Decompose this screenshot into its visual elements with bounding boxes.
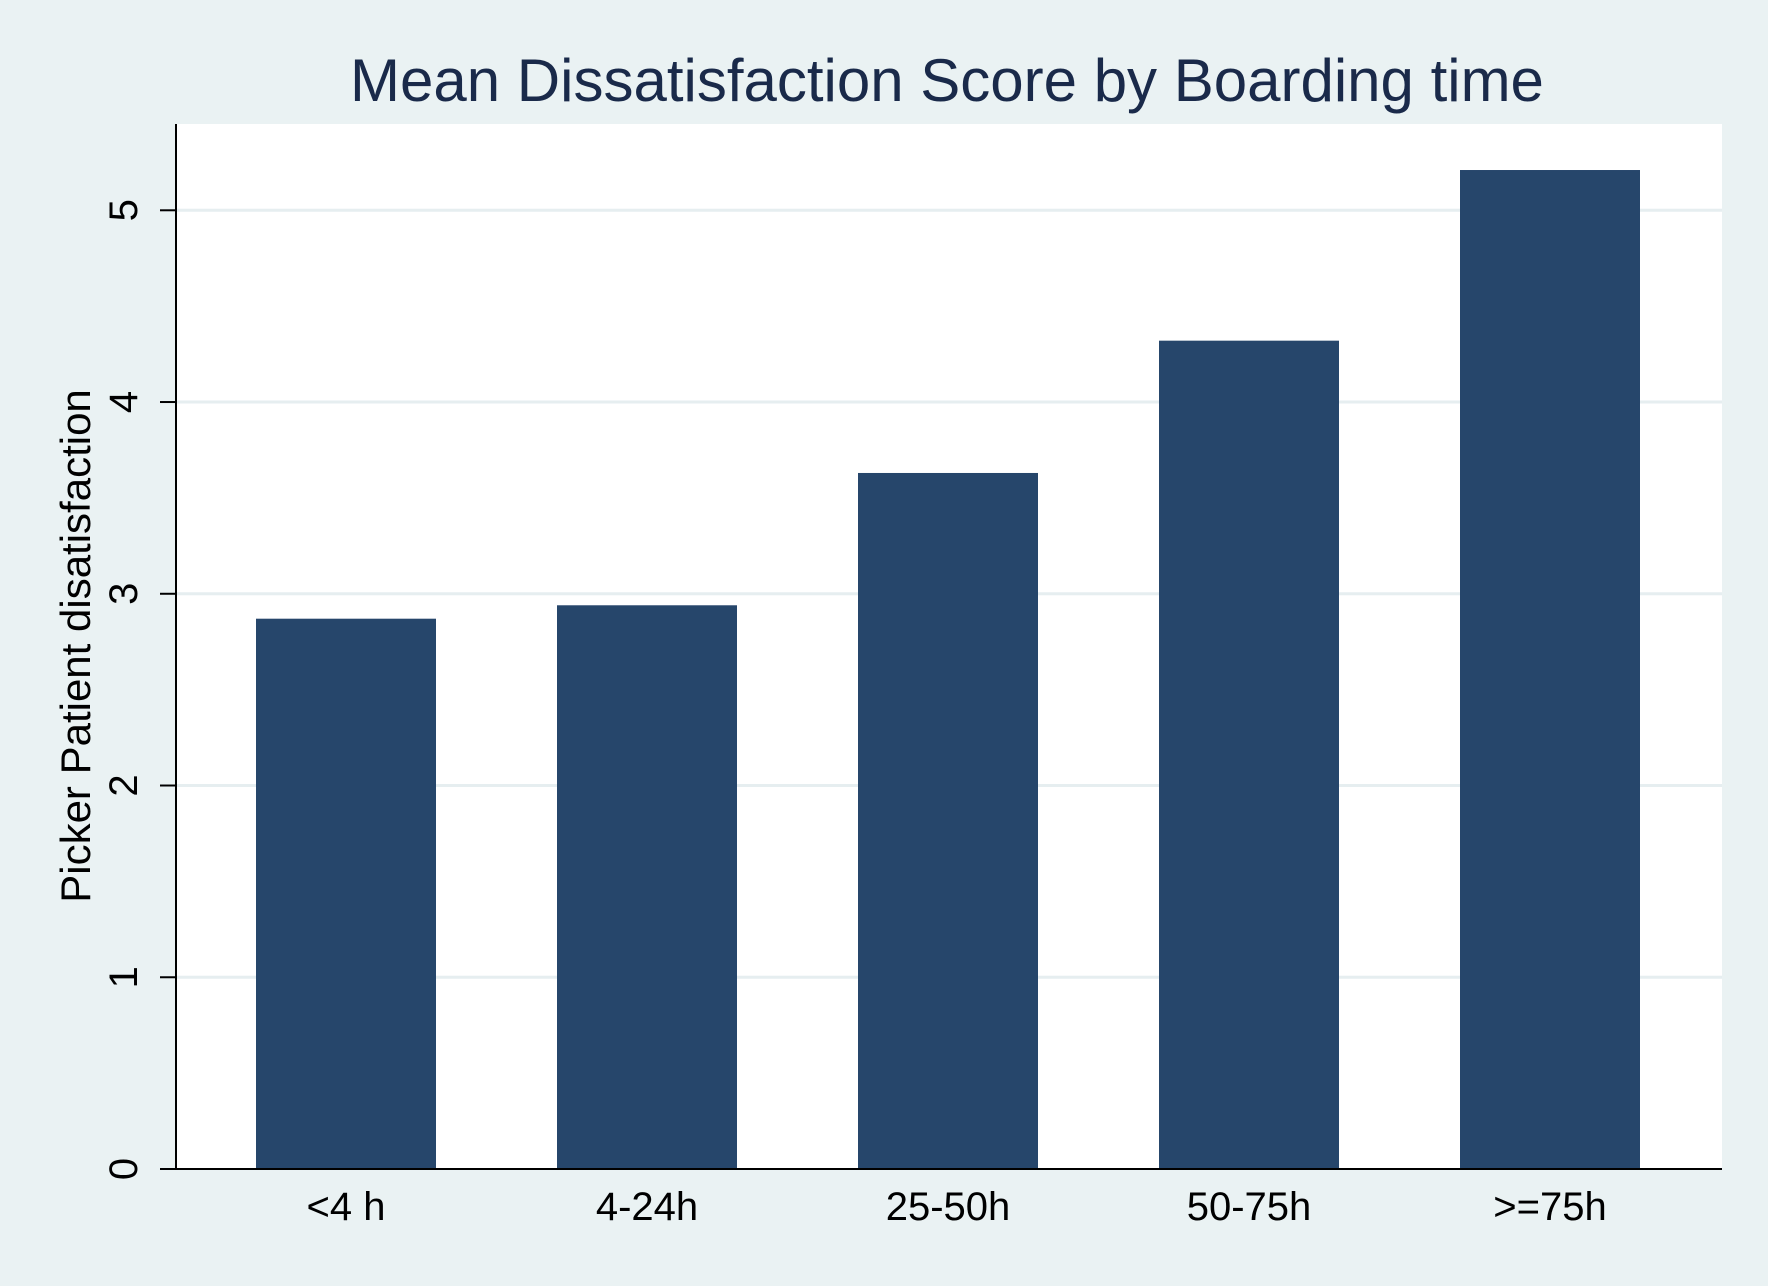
x-tick-label: <4 h	[307, 1185, 386, 1229]
y-tick-label: 0	[102, 1158, 146, 1180]
bar	[1460, 170, 1640, 1170]
y-tick-label: 4	[102, 391, 146, 413]
bar	[1159, 340, 1339, 1169]
y-tick-label: 1	[102, 966, 146, 988]
bars	[256, 170, 1640, 1170]
bar	[256, 618, 436, 1169]
y-ticks: 0 1 2 3 4 5	[102, 199, 176, 1180]
x-tick-label: >=75h	[1493, 1185, 1606, 1229]
y-axis-label: Picker Patient disatisfaction	[52, 389, 99, 903]
x-tick-label: 4-24h	[596, 1185, 698, 1229]
bar	[557, 605, 737, 1169]
x-ticks: <4 h 4-24h 25-50h 50-75h >=75h	[307, 1185, 1607, 1229]
y-tick-label: 2	[102, 774, 146, 796]
y-tick-label: 5	[102, 199, 146, 221]
bar	[858, 472, 1038, 1169]
x-tick-label: 50-75h	[1187, 1185, 1312, 1229]
y-tick-label: 3	[102, 583, 146, 605]
x-tick-label: 25-50h	[886, 1185, 1011, 1229]
chart-title: Mean Dissatisfaction Score by Boarding t…	[350, 47, 1544, 114]
